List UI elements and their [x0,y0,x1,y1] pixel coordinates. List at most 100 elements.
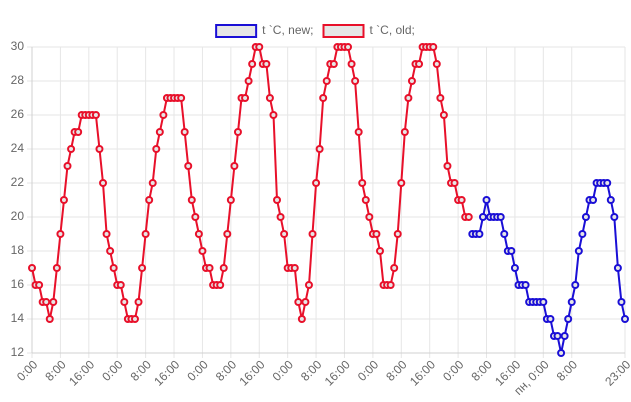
point [372,230,381,238]
point [241,94,250,102]
point [365,213,374,221]
point [344,43,353,51]
point [386,281,395,289]
point [52,264,61,272]
point [63,162,72,170]
legend-swatch [322,24,365,38]
point [67,145,76,153]
point [574,247,583,255]
point [95,145,104,153]
point [457,196,466,204]
point [219,264,228,272]
legend-item: t `C, old; [322,23,415,38]
point [581,213,590,221]
point [184,162,193,170]
point [130,315,139,323]
point [99,179,108,187]
point [521,281,530,289]
y-tick-label: 24 [11,141,25,155]
point [177,94,186,102]
point [432,60,441,68]
point [138,264,147,272]
x-tick-label: 16:00 [66,357,97,388]
point [134,298,143,306]
point [567,298,576,306]
point [429,43,438,51]
x-tick-label: 8:00 [554,357,581,384]
legend: t `C, new; t `C, old; [215,23,415,38]
x-tick-label: 0:00 [99,357,126,384]
point [539,298,548,306]
point [269,111,278,119]
x-tick-label: 16:00 [407,357,438,388]
point [120,298,129,306]
point [610,213,619,221]
point [500,230,509,238]
point [315,145,324,153]
x-tick-label: 8:00 [128,357,155,384]
point [553,332,562,340]
point [145,196,154,204]
point [617,298,626,306]
point [255,43,264,51]
point [443,162,452,170]
point [415,60,424,68]
x-tick-label: 0:00 [440,357,467,384]
point [347,60,356,68]
legend-swatch [215,24,258,38]
y-tick-label: 16 [11,277,25,291]
y-tick-label: 22 [11,175,25,189]
point [141,230,150,238]
point [390,264,399,272]
point [507,247,516,255]
point [361,196,370,204]
point [464,213,473,221]
y-tick-label: 12 [11,345,25,359]
point [400,128,409,136]
point [393,230,402,238]
y-tick-label: 30 [11,39,25,53]
y-tick-label: 20 [11,209,25,223]
point [265,94,274,102]
point [91,111,100,119]
point [262,60,271,68]
point [557,349,566,357]
x-tick-label: 0:00 [355,357,382,384]
point [294,298,303,306]
x-tick-label: 16:00 [322,357,353,388]
point [148,179,157,187]
y-tick-label: 26 [11,107,25,121]
x-tick-label: 8:00 [468,357,495,384]
point [248,60,257,68]
point [226,196,235,204]
legend-item: t `C, new; [215,23,314,38]
point [109,264,118,272]
point [102,230,111,238]
x-tick-label: 23:00 [602,357,631,388]
point [276,213,285,221]
x-tick-label: 0:00 [184,357,211,384]
point [233,128,242,136]
point [59,196,68,204]
point [478,213,487,221]
point [49,298,58,306]
point [180,128,189,136]
point [546,315,555,323]
point [375,247,384,255]
point [205,264,214,272]
x-tick-label: 8:00 [213,357,240,384]
point [322,77,331,85]
point [603,179,612,187]
point [216,281,225,289]
series-line [472,182,626,354]
point [187,196,196,204]
point [152,145,161,153]
point [223,230,232,238]
point [329,60,338,68]
point [35,281,44,289]
point [319,94,328,102]
point [496,213,505,221]
point [475,230,484,238]
x-tick-label: 0:00 [14,357,41,384]
